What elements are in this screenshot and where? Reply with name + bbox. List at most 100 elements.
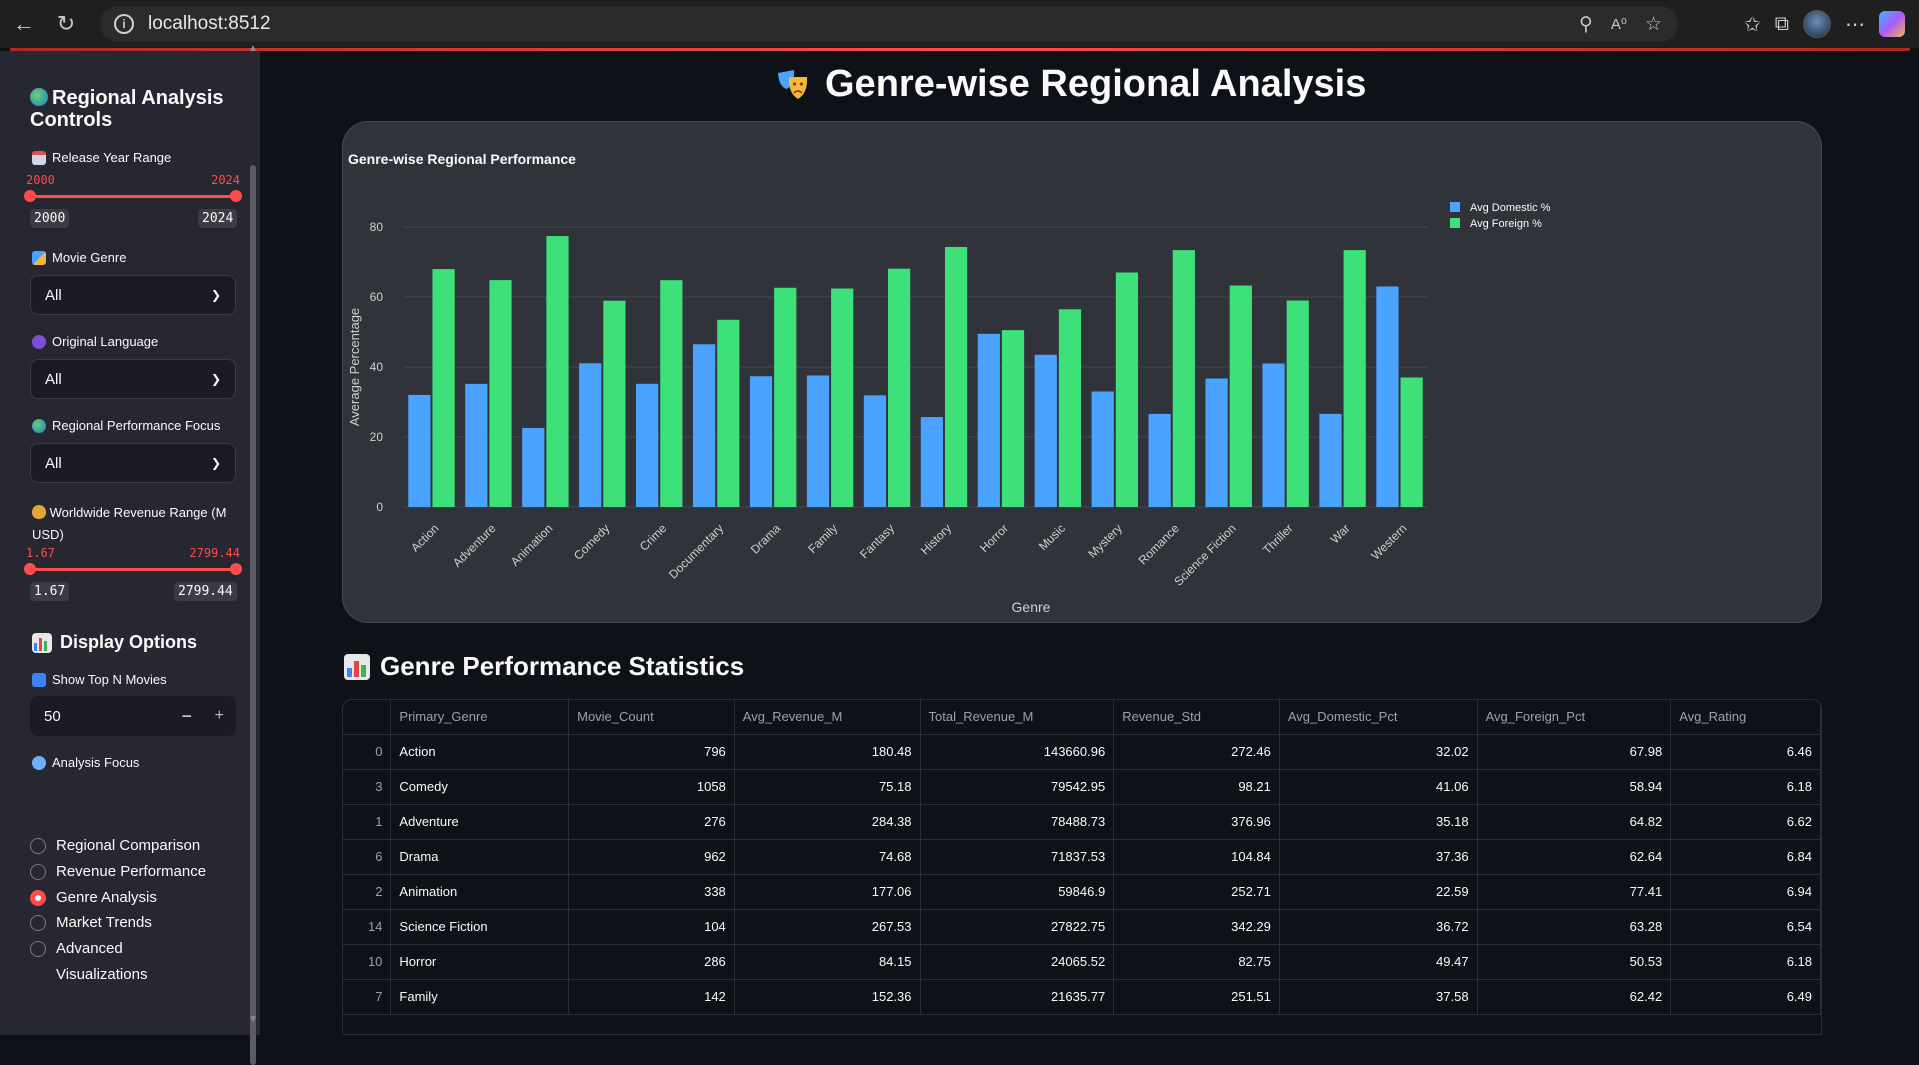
top-n-input[interactable]: 50 − + bbox=[30, 696, 236, 736]
decrement-button[interactable]: − bbox=[181, 705, 192, 726]
favorites-icon[interactable]: ✩ bbox=[1743, 13, 1761, 36]
row-index-cell: 2 bbox=[343, 874, 392, 910]
column-header[interactable]: Movie_Count bbox=[568, 700, 735, 735]
table-cell: Comedy bbox=[390, 769, 570, 805]
table-row[interactable]: 14 Science Fiction 104 267.53 27822.75 342.29… bbox=[343, 909, 1821, 945]
x-tick-label: Music bbox=[1036, 521, 1068, 553]
back-icon[interactable]: ← bbox=[13, 11, 35, 36]
sidebar-scrollbar[interactable] bbox=[250, 165, 256, 1065]
radio-label: Advanced Visualizations bbox=[56, 940, 148, 983]
radio-button[interactable] bbox=[30, 838, 46, 854]
table-cell: 67.98 bbox=[1477, 734, 1672, 770]
table-cell: 104.84 bbox=[1113, 839, 1280, 875]
extensions-icon[interactable]: ⧉ bbox=[1774, 12, 1789, 35]
column-header[interactable]: Revenue_Std bbox=[1113, 700, 1280, 735]
table-cell: 6.94 bbox=[1670, 874, 1821, 910]
revenue-range-track[interactable] bbox=[30, 568, 236, 571]
genre-select[interactable]: All ❯ bbox=[30, 275, 236, 315]
bar-domestic bbox=[806, 375, 830, 507]
table-row[interactable]: 7 Family 142 152.36 21635.77 251.51 37.58 62.42… bbox=[343, 979, 1821, 1015]
genre-stats-table[interactable]: Primary_Genre Movie_Count Avg_Revenue_M Tot… bbox=[342, 699, 1822, 1035]
release-year-max-handle[interactable] bbox=[230, 190, 242, 202]
table-row[interactable]: 2 Animation 338 177.06 59846.9 252.71 22.59 77.… bbox=[343, 874, 1821, 910]
analysis-focus-option[interactable]: Revenue Performance bbox=[30, 863, 206, 881]
column-header[interactable]: Avg_Revenue_M bbox=[734, 700, 921, 735]
profile-avatar[interactable] bbox=[1803, 10, 1831, 38]
bar-foreign bbox=[1172, 250, 1195, 507]
language-select[interactable]: All ❯ bbox=[30, 359, 236, 399]
increment-button[interactable]: + bbox=[214, 707, 224, 724]
x-tick-label: Animation bbox=[508, 521, 556, 569]
revenue-min-handle[interactable] bbox=[24, 563, 36, 575]
table-row[interactable]: 6 Drama 962 74.68 71837.53 104.84 37.36 62.64 6.… bbox=[343, 839, 1821, 875]
more-menu-icon[interactable]: ⋯ bbox=[1845, 13, 1865, 36]
radio-button[interactable] bbox=[30, 941, 46, 957]
favorite-star-icon[interactable]: ☆ bbox=[1644, 13, 1662, 35]
column-header[interactable]: Avg_Rating bbox=[1670, 700, 1821, 735]
copilot-icon[interactable] bbox=[1879, 11, 1905, 37]
radio-button[interactable] bbox=[30, 864, 46, 880]
table-cell: 180.48 bbox=[734, 734, 921, 770]
release-year-label: Release Year Range bbox=[32, 150, 171, 165]
column-header[interactable] bbox=[343, 700, 392, 735]
analysis-focus-option[interactable]: Genre Analysis bbox=[30, 889, 157, 907]
bar-foreign bbox=[432, 269, 455, 507]
x-tick-label: War bbox=[1328, 521, 1353, 546]
release-year-track[interactable] bbox=[30, 195, 236, 198]
table-cell: 796 bbox=[568, 734, 735, 770]
revenue-max-handle[interactable] bbox=[230, 563, 242, 575]
bar-foreign bbox=[603, 300, 626, 507]
table-cell: 251.51 bbox=[1113, 979, 1280, 1015]
zoom-icon[interactable]: ⚲ bbox=[1579, 13, 1593, 35]
table-cell: 376.96 bbox=[1113, 804, 1280, 840]
radio-button[interactable] bbox=[30, 890, 46, 906]
chevron-down-icon: ❯ bbox=[210, 456, 221, 470]
scroll-down-icon[interactable]: ▼ bbox=[248, 1014, 258, 1025]
table-cell: Animation bbox=[390, 874, 570, 910]
radio-label: Market Trends bbox=[56, 914, 152, 931]
table-cell: 252.71 bbox=[1113, 874, 1280, 910]
analysis-focus-option[interactable]: Advanced Visualizations bbox=[30, 940, 216, 988]
table-row[interactable]: 10 Horror 286 84.15 24065.52 82.75 49.47 50.53 6… bbox=[343, 944, 1821, 980]
site-info-icon[interactable]: i bbox=[114, 14, 134, 34]
column-header[interactable]: Avg_Domestic_Pct bbox=[1279, 700, 1478, 735]
bar-domestic bbox=[1148, 413, 1171, 507]
release-year-min-handle[interactable] bbox=[24, 190, 36, 202]
radio-button[interactable] bbox=[30, 915, 46, 931]
analysis-focus-option[interactable]: Market Trends bbox=[30, 914, 152, 932]
table-cell: 21635.77 bbox=[920, 979, 1115, 1015]
top-n-label: Show Top N Movies bbox=[32, 672, 167, 687]
table-cell: 35.18 bbox=[1279, 804, 1478, 840]
read-aloud-icon[interactable]: A⁰ bbox=[1610, 16, 1627, 33]
regional-focus-select[interactable]: All ❯ bbox=[30, 443, 236, 483]
bar-domestic bbox=[522, 427, 545, 507]
analysis-focus-option[interactable]: Regional Comparison bbox=[30, 837, 200, 855]
table-cell: 79542.95 bbox=[920, 769, 1115, 805]
table-cell: 27822.75 bbox=[920, 909, 1115, 945]
table-row[interactable]: 1 Adventure 276 284.38 78488.73 376.96 35.18 64… bbox=[343, 804, 1821, 840]
x-tick-label: Western bbox=[1368, 521, 1409, 562]
table-row[interactable]: 3 Comedy 1058 75.18 79542.95 98.21 41.06 58.94 6… bbox=[343, 769, 1821, 805]
column-header[interactable]: Primary_Genre bbox=[390, 700, 570, 735]
bar-foreign bbox=[1058, 309, 1082, 507]
bar-domestic bbox=[636, 383, 659, 507]
table-row[interactable]: 0 Action 796 180.48 143660.96 272.46 32.02 67.9… bbox=[343, 734, 1821, 770]
address-bar[interactable]: i localhost:8512 ⚲ A⁰ ☆ bbox=[100, 6, 1678, 42]
column-header[interactable]: Total_Revenue_M bbox=[920, 700, 1115, 735]
table-cell: 77.41 bbox=[1477, 874, 1672, 910]
y-tick-label: 80 bbox=[370, 220, 384, 234]
table-cell: 104 bbox=[568, 909, 735, 945]
y-tick-label: 40 bbox=[370, 360, 384, 374]
scroll-up-icon[interactable]: ▲ bbox=[248, 43, 258, 54]
y-tick-label: 60 bbox=[370, 290, 384, 304]
regional-focus-label: Regional Performance Focus bbox=[32, 418, 220, 433]
column-header[interactable]: Avg_Foreign_Pct bbox=[1477, 700, 1672, 735]
globe-icon bbox=[30, 88, 48, 106]
reload-icon[interactable]: ↻ bbox=[56, 11, 76, 36]
table-cell: Family bbox=[390, 979, 570, 1015]
bar-chart-icon bbox=[32, 632, 52, 653]
browser-toolbar: ← ↻ i localhost:8512 ⚲ A⁰ ☆ ✩ ⧉ ⋯ bbox=[0, 0, 1919, 48]
radio-label: Regional Comparison bbox=[56, 837, 201, 854]
table-cell: 143660.96 bbox=[920, 734, 1115, 770]
row-index-cell: 1 bbox=[343, 804, 392, 840]
